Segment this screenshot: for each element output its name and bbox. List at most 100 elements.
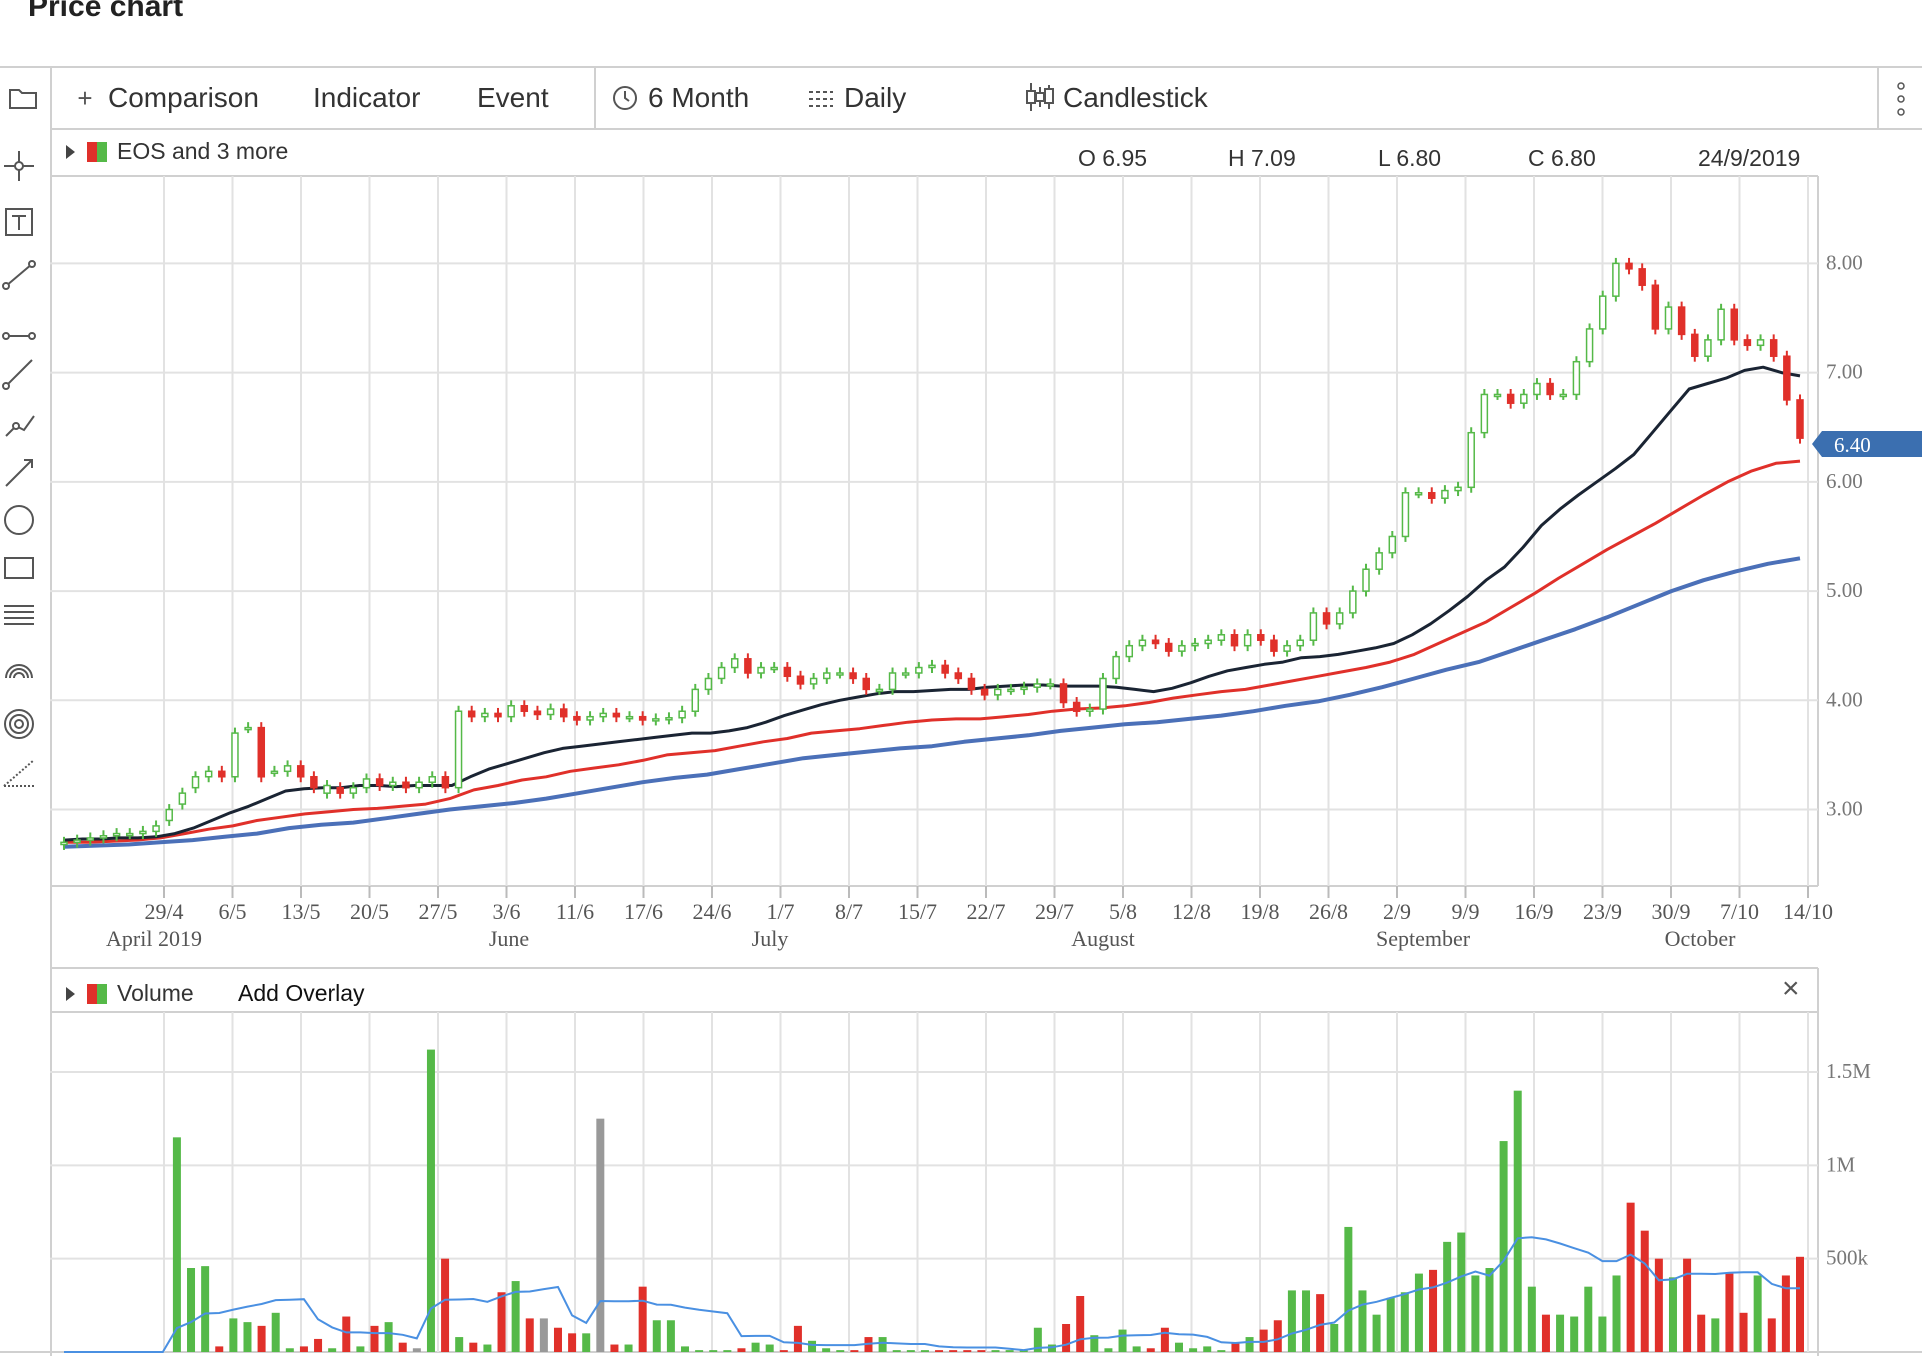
indicator-button[interactable]: Indicator [313,82,421,113]
volume-bar [497,1292,506,1352]
candle-body [99,835,108,839]
add-overlay-button[interactable]: Add Overlay [238,980,365,1006]
volume-bar [1189,1348,1198,1352]
candle-body [402,781,410,789]
x-tick-label: 23/9 [1583,899,1622,924]
polyline-icon[interactable] [5,415,35,437]
price-tick-label: 8.00 [1826,250,1863,274]
volume-bar [1203,1346,1212,1352]
concentric-circles-icon[interactable] [4,709,34,739]
candle-body [218,770,226,778]
candle-body [375,778,384,787]
volume-bar [1358,1290,1367,1352]
arc-icon[interactable] [5,664,33,679]
volume-bar [1344,1226,1353,1352]
candle-body [178,792,187,805]
candle-body [1480,393,1489,434]
candle-body [283,765,292,773]
candle-body [126,832,134,837]
line-icon[interactable] [2,260,36,290]
volume-chart: 1.5M 1M 500k [0,967,1922,1356]
volume-bar [1429,1269,1438,1352]
volume-bar [949,1350,958,1352]
chart-type-button[interactable]: Candlestick [1025,68,1208,128]
candle-body [625,715,634,720]
scatter-tool-icon[interactable] [3,759,35,787]
candle-body [994,688,1002,696]
color-swatch-icon [87,984,107,1004]
volume-bar [1513,1090,1522,1352]
text-box-icon[interactable] [5,208,33,236]
candle-body [362,778,371,789]
volume-bar [793,1325,802,1352]
volume-bar [1287,1290,1296,1352]
more-options-button[interactable] [1895,68,1919,128]
candle-body [1099,677,1107,710]
crosshair-icon[interactable] [4,151,34,181]
x-tick-label: 17/6 [624,899,663,924]
candle-body [796,675,805,685]
volume-bar [709,1350,718,1352]
current-price-label: 6.40 [1834,433,1871,457]
comparison-button[interactable]: + Comparison [70,68,259,128]
volume-bar [963,1350,972,1352]
candle-body [809,677,818,685]
candle-body [1296,639,1304,647]
candle-body [1204,639,1212,645]
vol-tick-label: 1M [1826,1152,1856,1176]
interval-button[interactable]: Daily [806,68,906,128]
color-swatch-icon [87,142,107,162]
vol-tick-label: 500k [1826,1246,1869,1270]
candle-body [389,781,397,787]
candle-body [849,672,857,680]
volume-legend[interactable]: Volume [66,980,194,1007]
candle-body [86,837,95,841]
candle-body [1309,612,1318,641]
volume-bar [1457,1232,1466,1352]
candle-body [941,664,949,674]
candle-body [1625,262,1633,270]
volume-bar [1499,1141,1508,1352]
folder-button[interactable] [2,68,48,128]
vol-tick-label: 1.5M [1826,1059,1871,1083]
candle-body [1151,639,1160,645]
x-tick-label: 13/5 [281,899,320,924]
candle-body [467,710,476,718]
candle-body [1072,701,1081,712]
candle-body [1572,360,1581,396]
x-tick-label: 16/9 [1514,899,1553,924]
horizontal-segment-icon[interactable] [2,332,36,340]
candle-body [60,841,68,846]
parallel-lines-icon[interactable] [4,605,34,625]
candle-body [1743,339,1752,347]
ohlc-close: C 6.80 [1528,145,1596,171]
volume-bar [723,1350,732,1352]
volume-bar [1654,1258,1663,1352]
event-button[interactable]: Event [477,82,549,113]
price-legend[interactable]: EOS and 3 more [66,138,288,165]
period-button[interactable]: 6 Month [610,68,749,128]
volume-bar [539,1318,548,1352]
circle-icon[interactable] [4,505,34,535]
close-icon[interactable]: × [1782,972,1800,1005]
x-tick-label: 8/7 [835,899,863,924]
candle-body [1585,328,1594,363]
volume-bar [920,1350,929,1352]
candle-body [599,712,607,718]
candle-body [612,712,621,718]
x-tick-label: 6/5 [218,899,246,924]
volume-bar [215,1346,224,1352]
candle-body [678,710,686,719]
candle-body [1349,590,1357,614]
arrow-icon[interactable] [5,459,33,487]
x-tick-label: 20/5 [350,899,389,924]
expand-triangle-icon [66,987,75,1001]
candle-body [1769,339,1778,357]
ma-short-line [63,365,1801,842]
rectangle-icon[interactable] [4,557,34,579]
ray-icon[interactable] [2,359,33,390]
volume-bar [1640,1230,1649,1352]
candle-body [1033,683,1041,688]
candle-body [494,712,502,718]
volume-bar [342,1316,351,1352]
